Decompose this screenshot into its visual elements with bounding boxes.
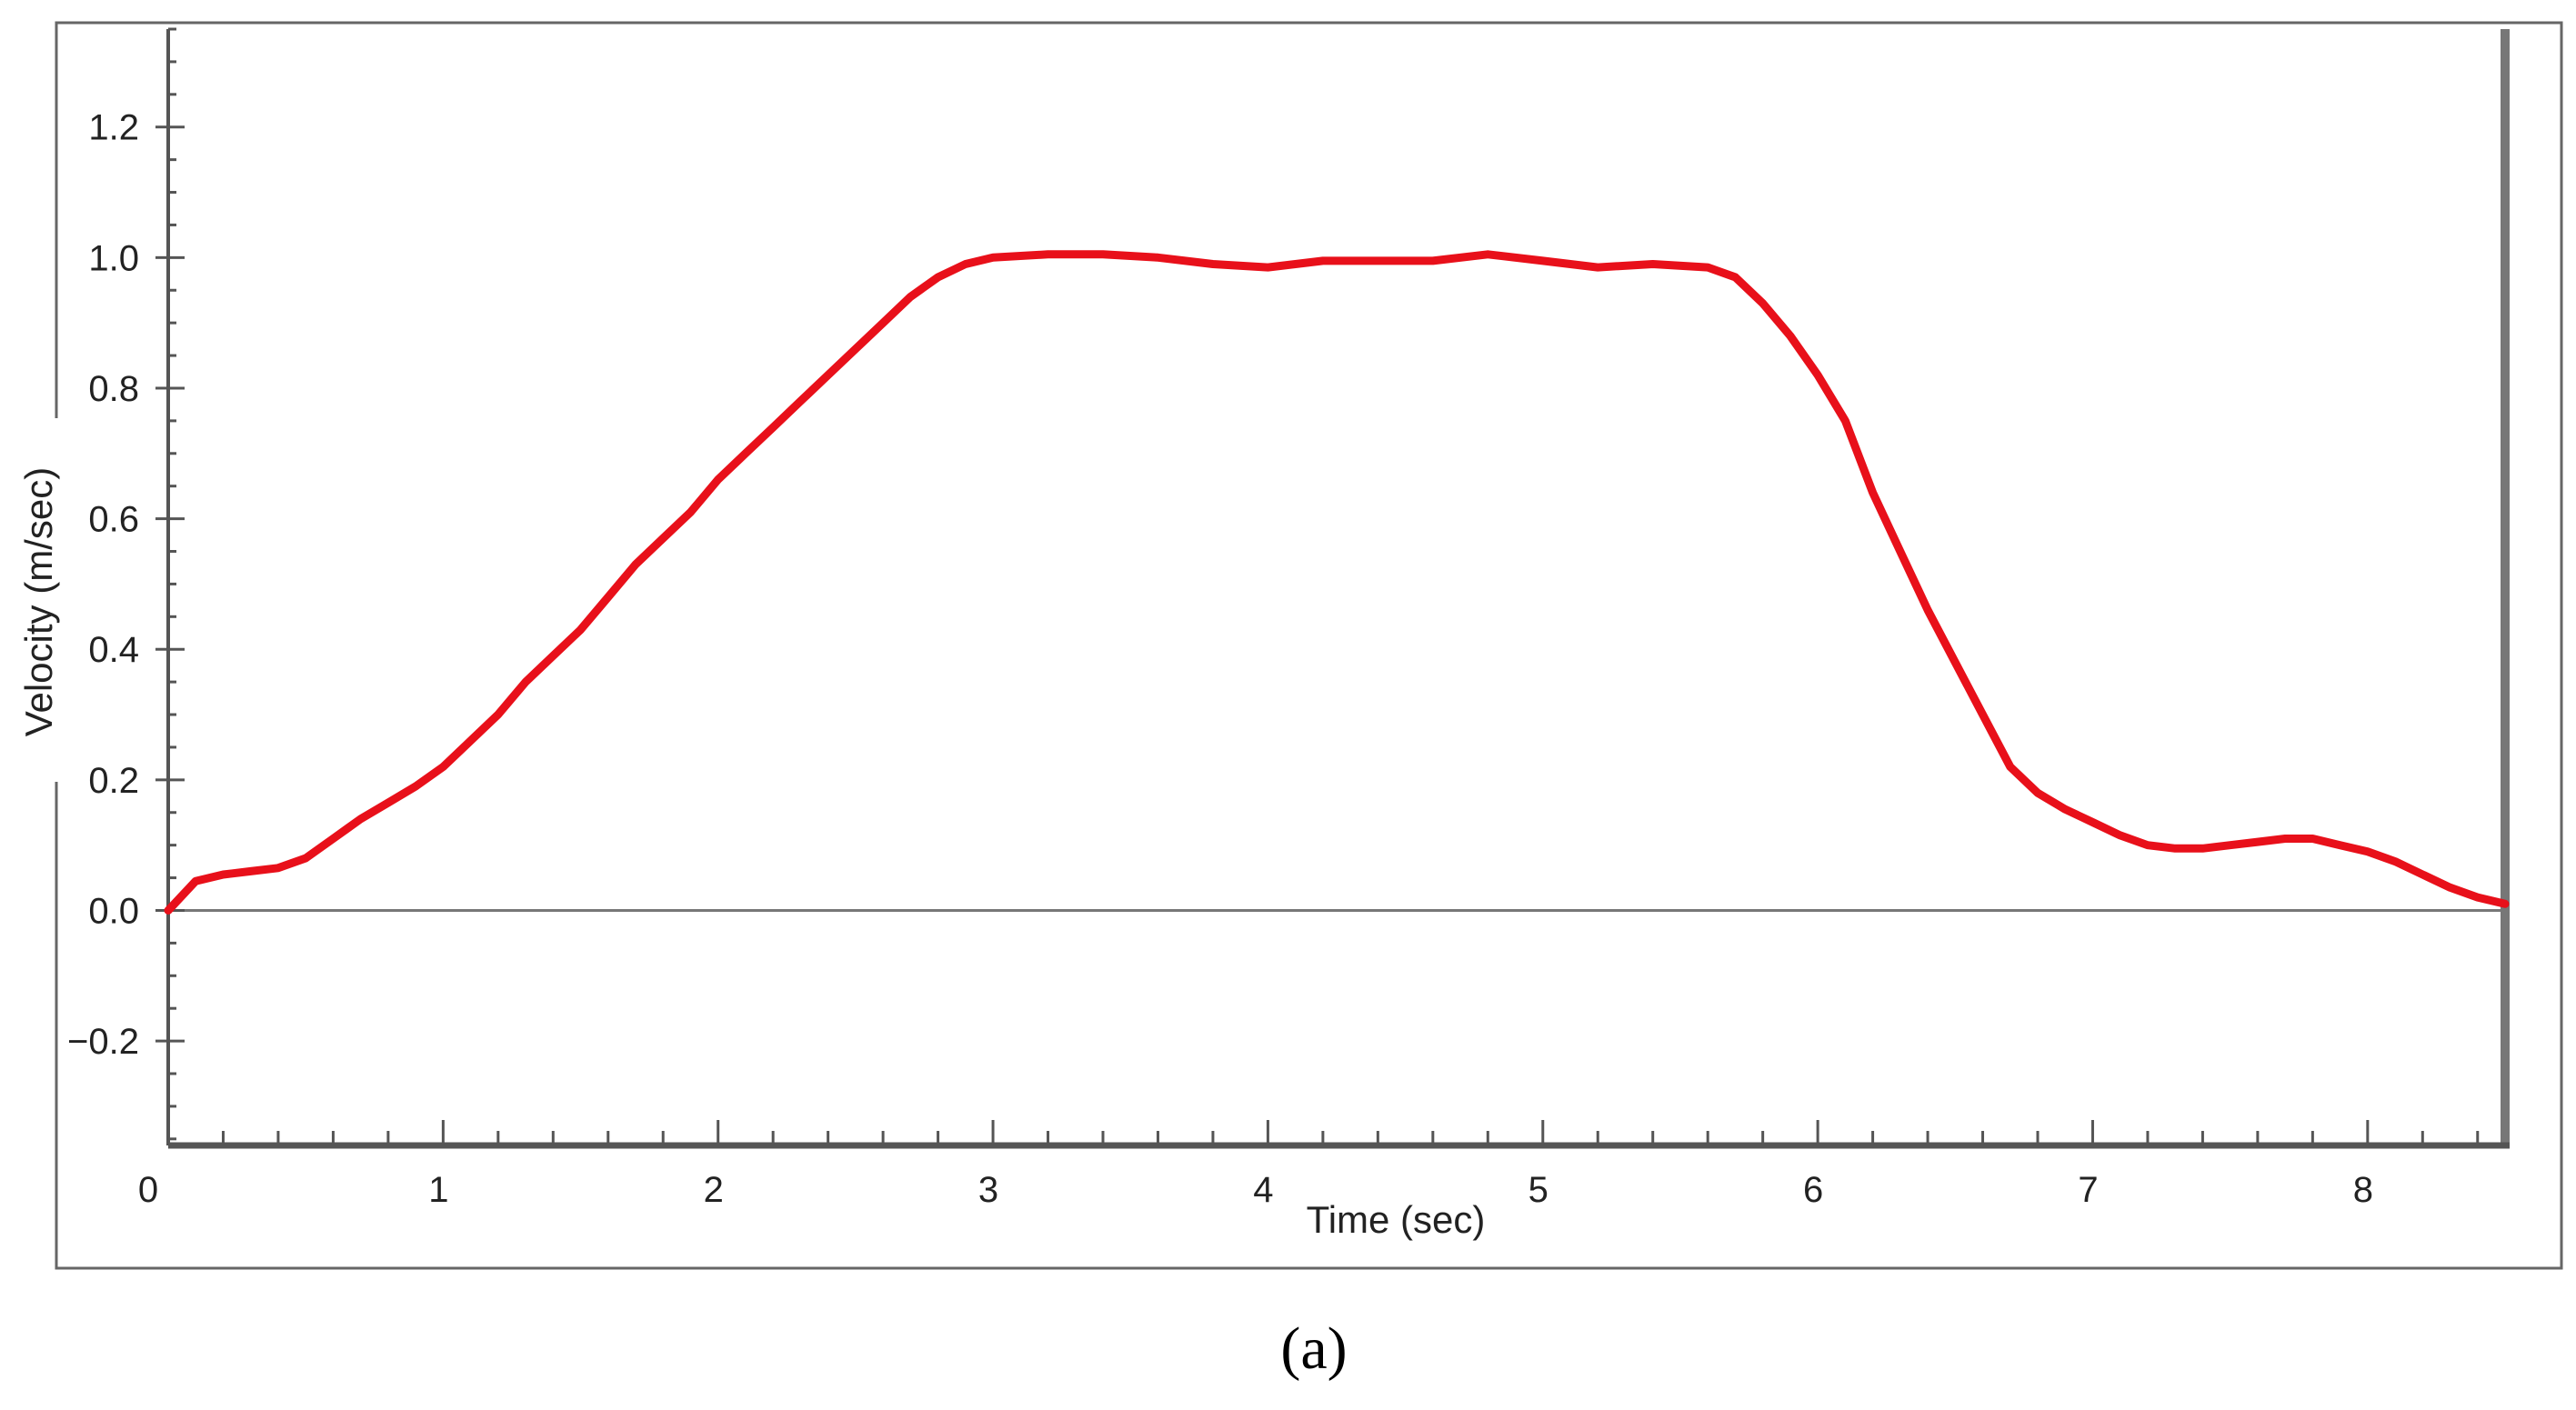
y-tick-label: 1.0 xyxy=(88,238,139,278)
plot-area xyxy=(168,29,2505,1145)
velocity-series-line xyxy=(164,250,2510,915)
x-tick-label: 0 xyxy=(138,1170,158,1210)
x-tick-label: 5 xyxy=(1529,1170,1549,1210)
y-tick-label: 0.8 xyxy=(88,369,139,409)
y-tick-label: 1.2 xyxy=(88,108,139,148)
y-tick-label: 0.0 xyxy=(88,891,139,931)
y-axis-title: Velocity (m/sec) xyxy=(17,467,60,736)
x-minor-ticks xyxy=(166,1120,2480,1145)
x-tick-labels: 0 1 2 3 4 5 6 7 8 xyxy=(138,1170,2373,1210)
figure-caption: (a) xyxy=(1280,1315,1347,1382)
y-tick-label: 0.4 xyxy=(88,630,139,670)
x-tick-label: 1 xyxy=(428,1170,448,1210)
x-tick-label: 2 xyxy=(704,1170,724,1210)
y-tick-label: 0.2 xyxy=(88,761,139,801)
x-tick-label: 6 xyxy=(1803,1170,1823,1210)
x-tick-label: 8 xyxy=(2353,1170,2373,1210)
y-tick-label: −0.2 xyxy=(67,1022,139,1062)
x-tick-label: 3 xyxy=(978,1170,998,1210)
y-axis-title-backdrop xyxy=(7,418,62,782)
y-tick-label: 0.6 xyxy=(88,500,139,540)
x-tick-label: 7 xyxy=(2078,1170,2098,1210)
x-tick-label: 4 xyxy=(1253,1170,1273,1210)
x-axis-title: Time (sec) xyxy=(1307,1198,1486,1241)
y-tick-labels: −0.2 0.0 0.2 0.4 0.6 0.8 1.0 1.2 xyxy=(67,108,139,1062)
